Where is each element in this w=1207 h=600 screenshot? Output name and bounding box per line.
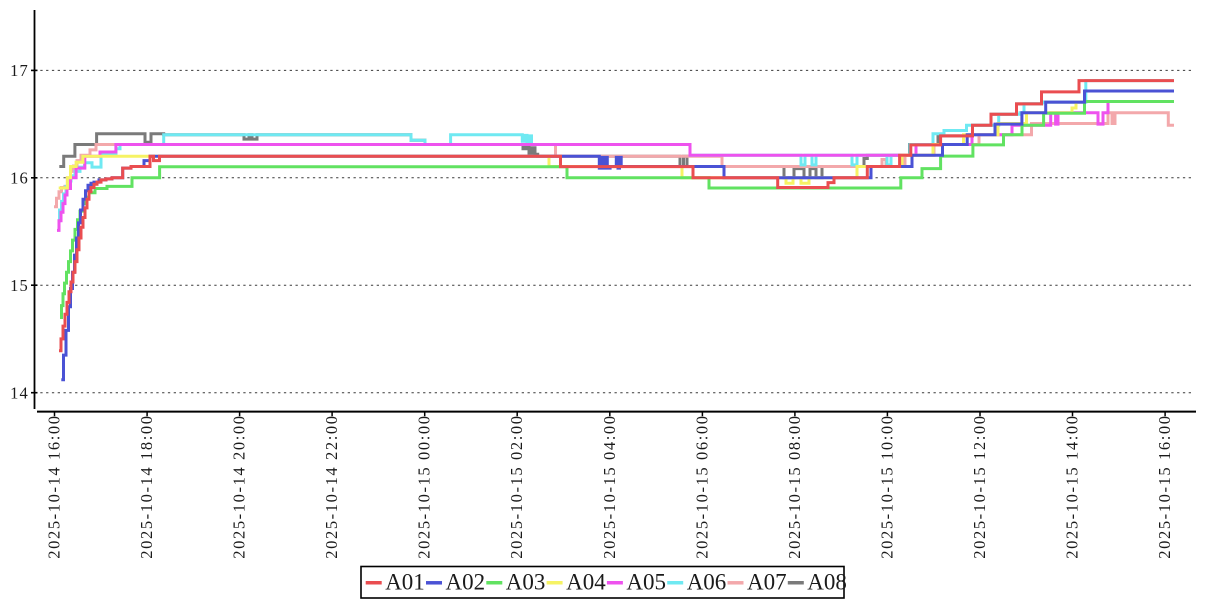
svg-text:2025-10-14 22:00: 2025-10-14 22:00: [322, 414, 341, 558]
svg-text:A07: A07: [747, 569, 787, 594]
svg-text:2025-10-15 08:00: 2025-10-15 08:00: [785, 414, 804, 558]
svg-text:2025-10-15 04:00: 2025-10-15 04:00: [600, 414, 619, 558]
svg-text:2025-10-15 14:00: 2025-10-15 14:00: [1063, 414, 1082, 558]
svg-text:15: 15: [10, 276, 29, 295]
svg-text:2025-10-15 06:00: 2025-10-15 06:00: [692, 414, 711, 558]
svg-text:A08: A08: [807, 569, 847, 594]
svg-text:2025-10-14 18:00: 2025-10-14 18:00: [137, 414, 156, 558]
svg-text:A03: A03: [506, 569, 546, 594]
svg-text:2025-10-15 02:00: 2025-10-15 02:00: [507, 414, 526, 558]
svg-text:2025-10-15 00:00: 2025-10-15 00:00: [415, 414, 434, 558]
svg-text:2025-10-15 16:00: 2025-10-15 16:00: [1155, 414, 1174, 558]
svg-text:A02: A02: [446, 569, 486, 594]
svg-text:A04: A04: [566, 569, 606, 594]
svg-text:16: 16: [10, 168, 29, 187]
svg-text:2025-10-15 12:00: 2025-10-15 12:00: [970, 414, 989, 558]
svg-text:2025-10-14 16:00: 2025-10-14 16:00: [45, 414, 64, 558]
svg-text:17: 17: [10, 61, 29, 80]
svg-text:2025-10-15 10:00: 2025-10-15 10:00: [877, 414, 896, 558]
svg-text:A01: A01: [385, 569, 425, 594]
svg-text:A05: A05: [626, 569, 666, 594]
svg-text:14: 14: [10, 383, 29, 402]
svg-text:A06: A06: [687, 569, 727, 594]
svg-text:2025-10-14 20:00: 2025-10-14 20:00: [230, 414, 249, 558]
